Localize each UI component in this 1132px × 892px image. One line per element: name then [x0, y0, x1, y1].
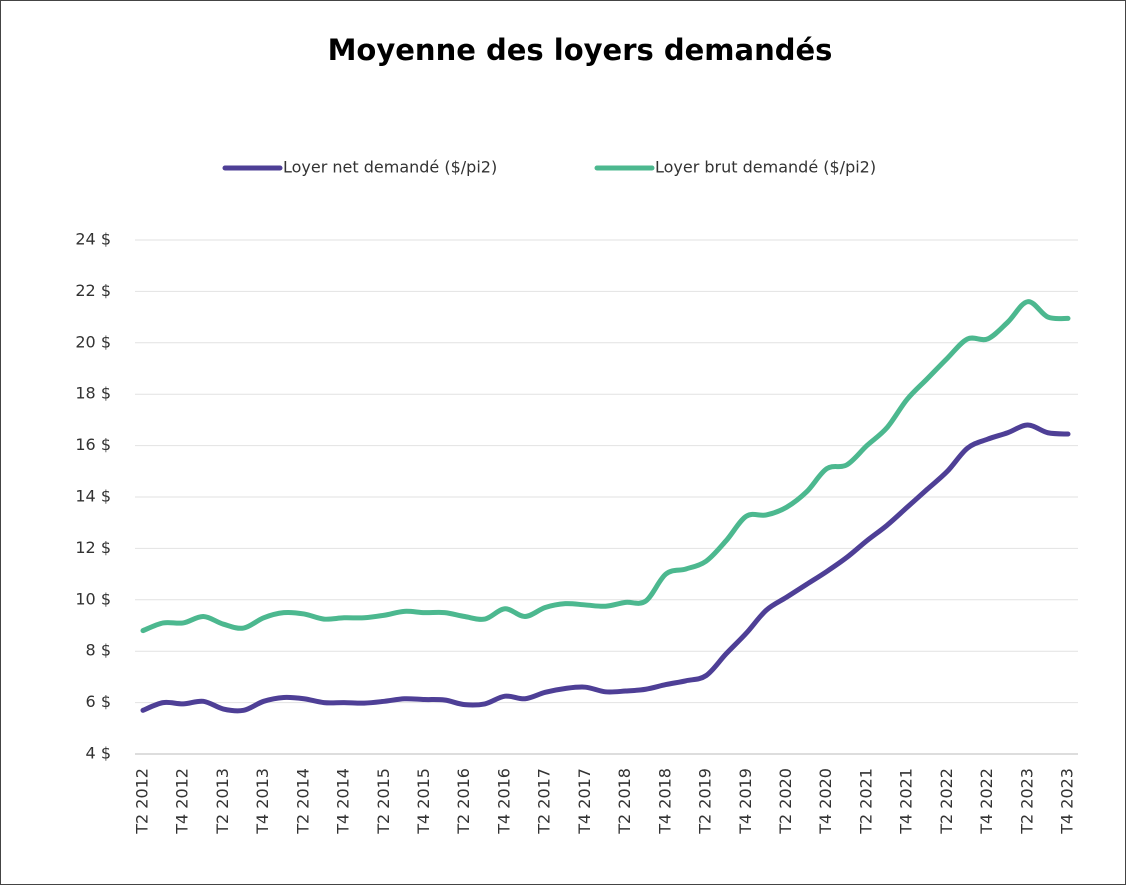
- x-tick-label: T4 2018: [655, 768, 674, 835]
- x-tick-label: T2 2021: [856, 768, 875, 835]
- legend-label: Loyer brut demandé ($/pi2): [655, 158, 876, 177]
- y-tick-label: 12 $: [75, 538, 111, 557]
- x-tick-label: T2 2023: [1017, 768, 1036, 835]
- x-tick-label: T4 2019: [736, 768, 755, 835]
- y-tick-label: 6 $: [86, 692, 111, 711]
- x-tick-label: T2 2020: [776, 768, 795, 835]
- x-tick-label: T2 2022: [937, 768, 956, 835]
- y-tick-label: 20 $: [75, 332, 111, 351]
- y-tick-label: 10 $: [75, 589, 111, 608]
- line-series: [140, 422, 1071, 714]
- x-tick-label: T4 2014: [334, 768, 353, 835]
- x-tick-label: T2 2016: [454, 768, 473, 835]
- x-tick-label: T4 2020: [816, 768, 835, 835]
- y-tick-label: 14 $: [75, 487, 111, 506]
- x-tick-label: T4 2013: [253, 768, 272, 835]
- x-tick-label: T2 2019: [696, 768, 715, 835]
- x-tick-label: T2 2013: [213, 768, 232, 835]
- x-tick-label: T4 2017: [575, 768, 594, 835]
- x-tick-label: T2 2018: [615, 768, 634, 835]
- x-tick-label: T2 2015: [374, 768, 393, 835]
- x-tick-label: T4 2022: [977, 768, 996, 835]
- line-series: [140, 299, 1071, 634]
- x-tick-label: T4 2021: [897, 768, 916, 835]
- y-tick-label: 22 $: [75, 281, 111, 300]
- x-tick-label: T4 2015: [414, 768, 433, 835]
- chart-title: Moyenne des loyers demandés: [328, 33, 833, 67]
- x-tick-label: T4 2023: [1058, 768, 1077, 835]
- x-tick-label: T4 2016: [494, 768, 513, 835]
- x-tick-label: T2 2012: [133, 768, 152, 835]
- y-tick-label: 24 $: [75, 230, 111, 249]
- y-tick-label: 16 $: [75, 435, 111, 454]
- y-tick-label: 8 $: [86, 641, 111, 660]
- x-tick-label: T4 2012: [173, 768, 192, 835]
- x-tick-label: T2 2014: [293, 768, 312, 835]
- legend-label: Loyer net demandé ($/pi2): [283, 158, 497, 177]
- x-tick-label: T2 2017: [535, 768, 554, 835]
- y-tick-label: 18 $: [75, 384, 111, 403]
- y-tick-label: 4 $: [86, 744, 111, 763]
